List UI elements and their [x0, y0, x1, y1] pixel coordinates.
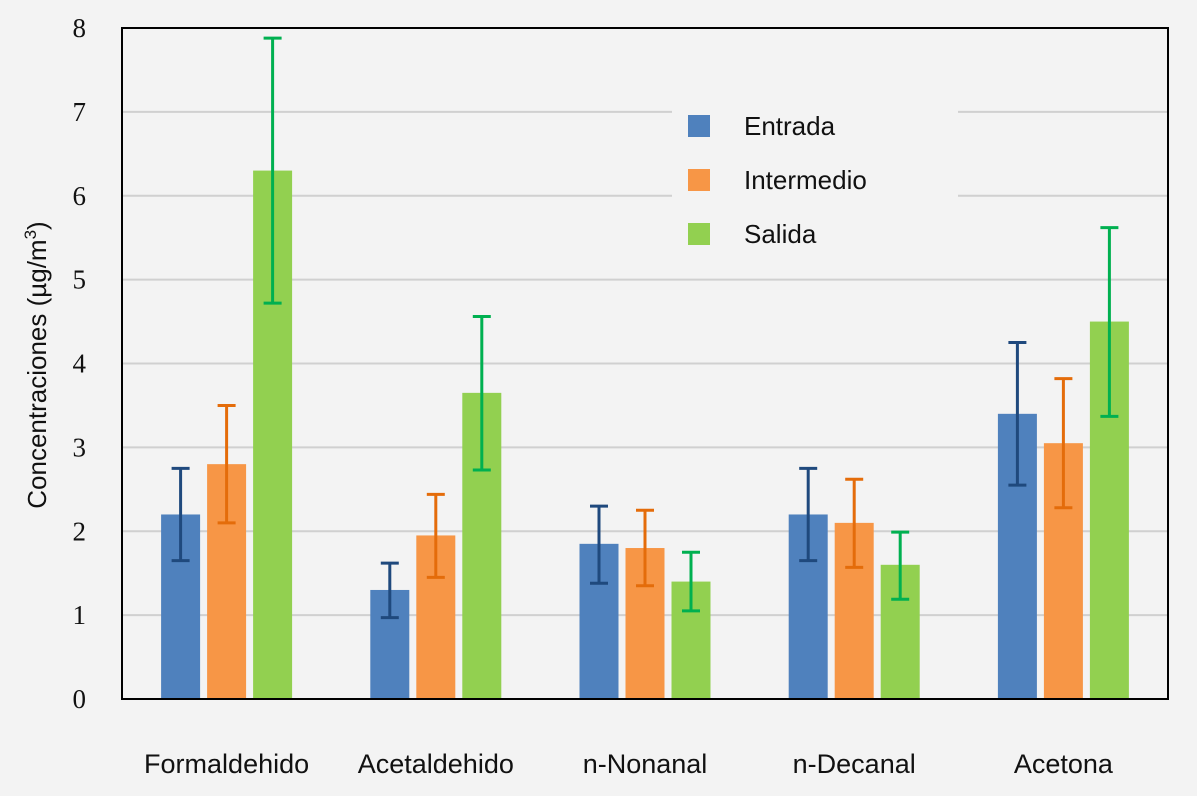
- y-axis-label-close: ): [22, 221, 52, 230]
- y-tick-label: 5: [73, 265, 87, 295]
- x-tick-label: Formaldehido: [144, 749, 309, 779]
- legend-swatch: [688, 223, 710, 245]
- y-tick-label: 3: [73, 432, 87, 462]
- y-tick-label: 4: [73, 349, 87, 379]
- y-tick-label: 7: [73, 97, 87, 127]
- legend-label: Entrada: [744, 111, 836, 141]
- legend-label: Salida: [744, 219, 817, 249]
- bars-group: [161, 170, 1129, 699]
- legend-swatch: [688, 115, 710, 137]
- x-tick-labels: Formaldehido Acetaldehido n-Nonanal n-Decan…: [144, 749, 1114, 779]
- legend: Entrada Intermedio Salida: [672, 98, 958, 270]
- y-axis-label: Concentraciones (µg/m3): [21, 221, 52, 508]
- x-tick-label: Acetona: [1014, 749, 1114, 779]
- plot-frame: [121, 27, 1169, 700]
- gridlines: [122, 110, 1168, 617]
- error-bars-group: [171, 36, 1119, 620]
- y-tick-label: 6: [73, 181, 87, 211]
- y-tick-labels: 0 1 2 3 4 5 6 7 8: [73, 13, 87, 714]
- y-tick-label: 2: [73, 516, 87, 546]
- legend-label: Intermedio: [744, 165, 867, 195]
- legend-background: [672, 98, 958, 270]
- y-tick-label: 0: [73, 684, 87, 714]
- x-tick-label: n-Nonanal: [583, 749, 708, 779]
- x-tick-label: Acetaldehido: [358, 749, 514, 779]
- y-axis-label-superscript: 3: [21, 230, 40, 239]
- y-tick-label: 8: [73, 13, 87, 43]
- y-tick-label: 1: [73, 600, 87, 630]
- x-tick-label: n-Decanal: [793, 749, 916, 779]
- legend-swatch: [688, 169, 710, 191]
- y-axis-label-main: Concentraciones (µg/m: [22, 239, 52, 508]
